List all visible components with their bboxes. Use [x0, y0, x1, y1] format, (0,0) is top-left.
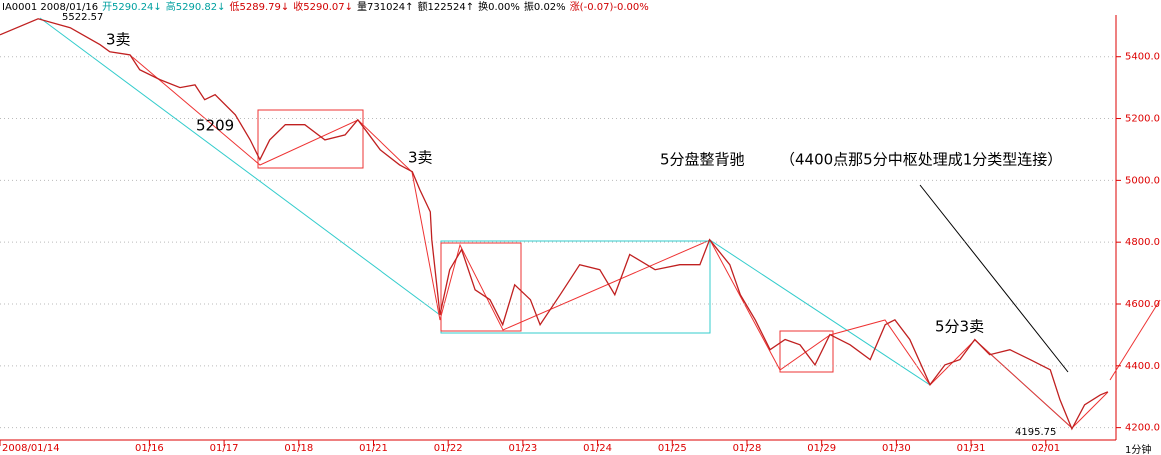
x-tick-label: 01/23: [508, 443, 537, 454]
annotation: （4400点那5分中枢处理成1分类型连接）: [780, 151, 1062, 169]
annotation: 5209: [196, 117, 234, 135]
x-tick-label: 01/31: [957, 443, 986, 454]
header-field: 额122524↑: [418, 0, 475, 13]
overlay: [39, 17, 1161, 429]
pivot-box: [440, 242, 522, 332]
annotation: 5分3卖: [935, 318, 984, 336]
y-tick-label: 4200.0: [1125, 423, 1160, 434]
trend-line: [709, 239, 931, 386]
x-tick-label: 01/16: [135, 443, 164, 454]
x-tick-label: 01/30: [882, 443, 911, 454]
y-tick-label: 4800.0: [1125, 237, 1160, 248]
x-tick-label: 02/01: [1031, 443, 1060, 454]
header-field: 收5290.07↓: [293, 0, 353, 13]
y-tick-label: 5400.0: [1125, 52, 1160, 63]
x-tick-label: 01/25: [658, 443, 687, 454]
period-label: 1分钟: [1125, 443, 1151, 455]
pivot-box: [779, 330, 834, 373]
header-field: IA0001 2008/01/16: [2, 2, 98, 13]
x-tick-label: 01/17: [210, 443, 239, 454]
x-tick-label: 01/22: [434, 443, 463, 454]
x-tick-label: 2008/01/14: [2, 443, 60, 454]
x-tick-label: 01/18: [284, 443, 313, 454]
annotation: 3卖: [106, 31, 131, 49]
x-tick-label: 01/28: [733, 443, 762, 454]
annotation: 5分盘整背驰: [660, 151, 745, 169]
y-tick-label: 5000.0: [1125, 175, 1160, 186]
y-tick-label: 5200.0: [1125, 114, 1160, 125]
y-tick-label: 4400.0: [1125, 361, 1160, 372]
annotation: 5522.57: [62, 12, 103, 23]
annotation: 3卖: [408, 149, 433, 167]
pivot-box: [257, 109, 364, 169]
x-tick-label: 01/24: [583, 443, 612, 454]
stroke-line: [1109, 299, 1161, 381]
header: IA0001 2008/01/16 开5290.24↓ 高5290.82↓ 低5289…: [2, 0, 649, 13]
price-line: [0, 18, 1109, 431]
header-field: 换0.00%: [478, 0, 520, 13]
header-field: 高5290.82↓: [166, 0, 226, 13]
header-field: 开5290.24↓: [102, 2, 162, 13]
trend-line: [39, 17, 441, 316]
header-field: 振0.02%: [524, 0, 566, 13]
x-tick-label: 01/21: [359, 443, 388, 454]
annotation: 4195.75: [1015, 427, 1056, 438]
header-field: 量731024↑: [357, 1, 414, 13]
pointer-line: [919, 184, 1069, 373]
y-tick-label: 4600.0: [1125, 299, 1160, 310]
x-tick-label: 01/29: [807, 443, 836, 454]
header-field: 低5289.79↓: [230, 0, 290, 13]
header-field: 涨(-0.07)-0.00%: [570, 1, 649, 13]
